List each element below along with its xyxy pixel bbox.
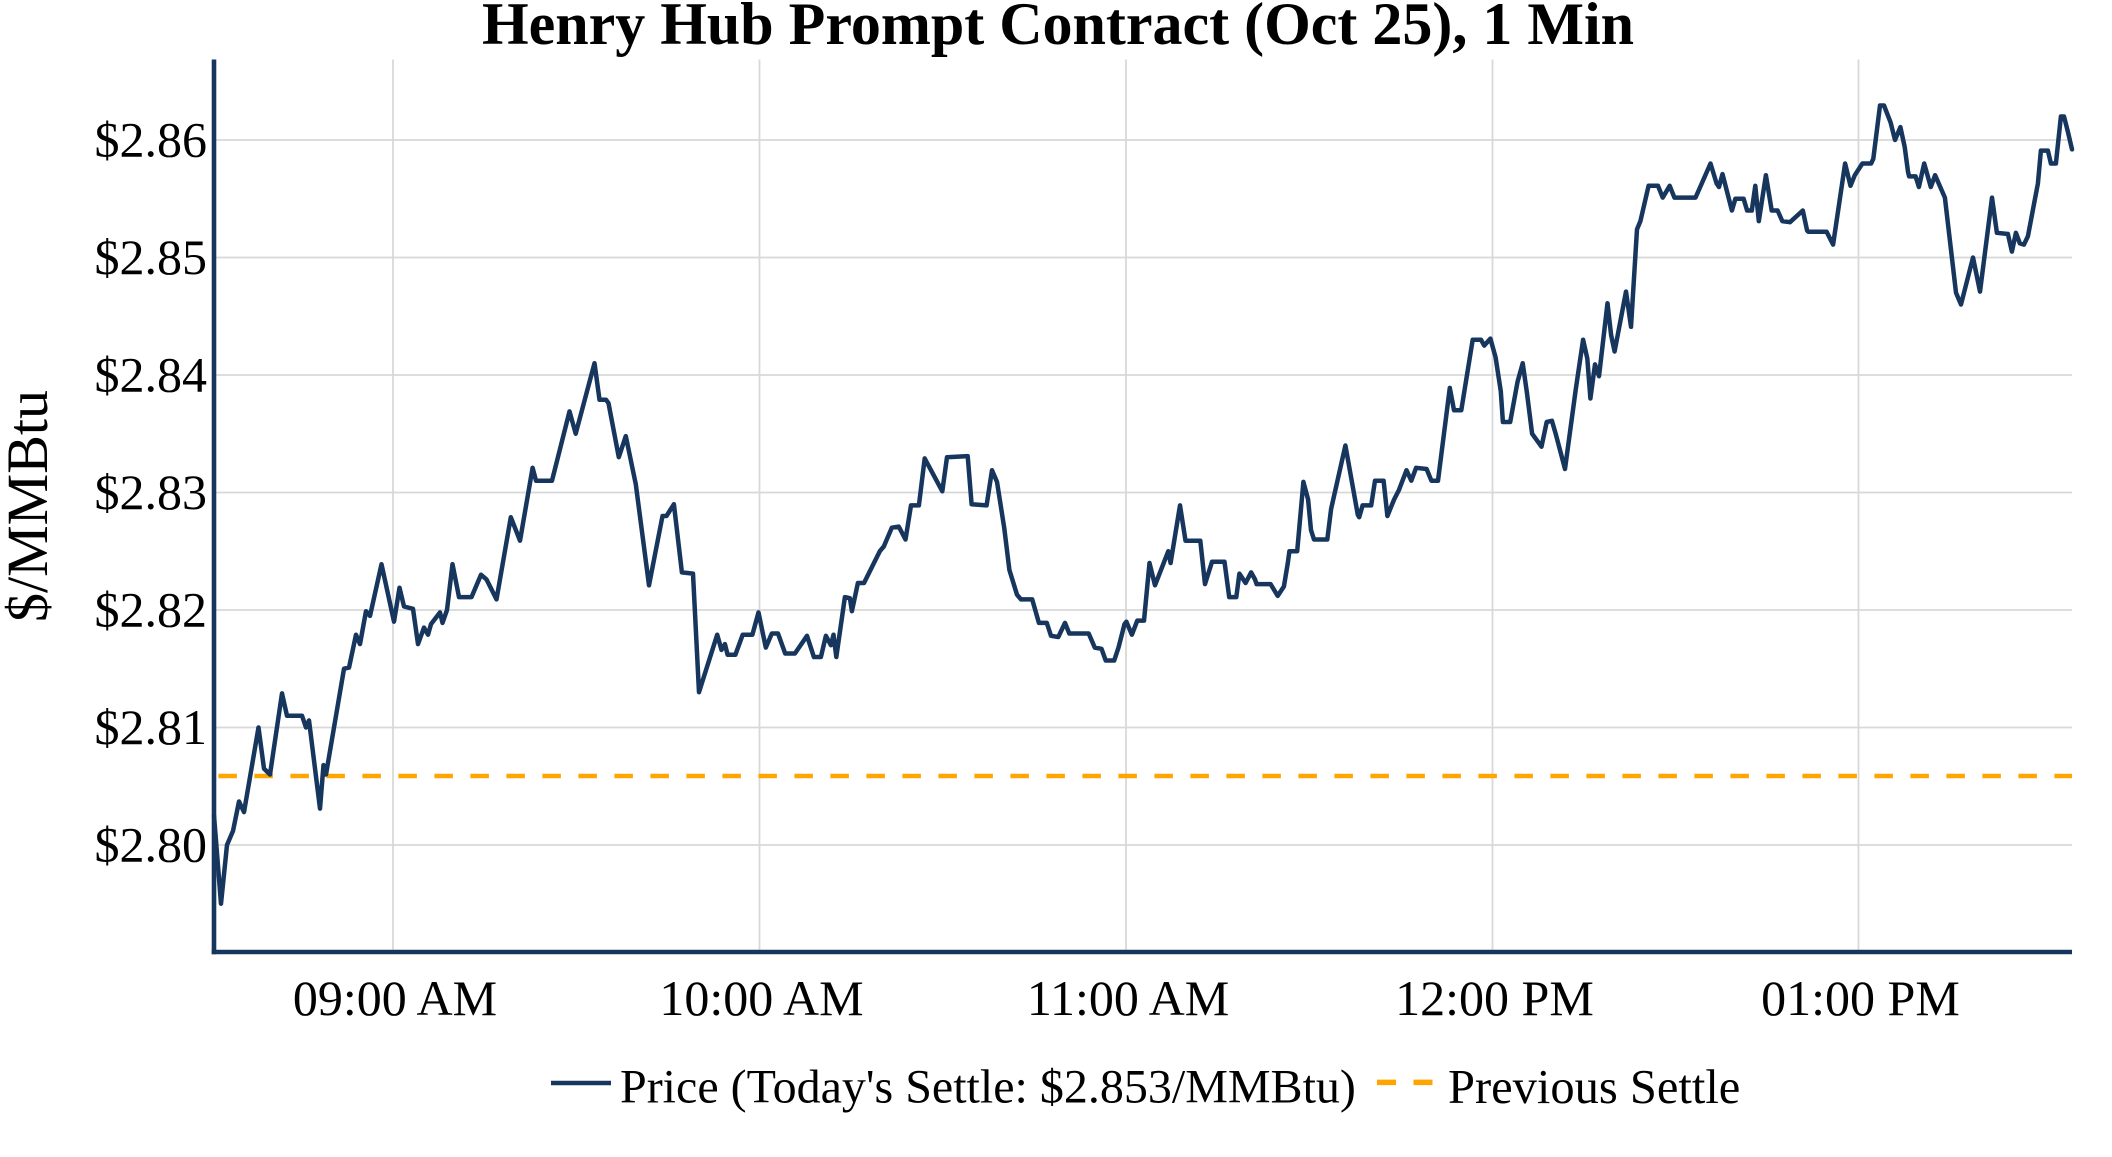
svg-text:$2.81: $2.81 xyxy=(95,699,208,755)
svg-text:Price (Today's Settle: $2.853/: Price (Today's Settle: $2.853/MMBtu) xyxy=(620,1061,1356,1114)
svg-text:$2.84: $2.84 xyxy=(95,347,208,403)
svg-text:$2.85: $2.85 xyxy=(95,229,208,285)
svg-text:$2.86: $2.86 xyxy=(95,112,208,168)
svg-text:Henry Hub Prompt Contract (Oct: Henry Hub Prompt Contract (Oct 25), 1 Mi… xyxy=(482,0,1634,57)
svg-text:09:00 AM: 09:00 AM xyxy=(293,970,497,1026)
svg-text:10:00 AM: 10:00 AM xyxy=(659,970,863,1026)
svg-text:01:00 PM: 01:00 PM xyxy=(1761,970,1960,1026)
svg-text:$2.82: $2.82 xyxy=(95,582,208,638)
svg-text:$2.83: $2.83 xyxy=(95,464,208,520)
svg-text:Previous Settle: Previous Settle xyxy=(1448,1061,1740,1114)
svg-text:11:00 AM: 11:00 AM xyxy=(1027,970,1229,1026)
svg-text:$2.80: $2.80 xyxy=(95,817,208,873)
svg-text:$/MMBtu: $/MMBtu xyxy=(0,390,60,622)
svg-text:12:00 PM: 12:00 PM xyxy=(1395,970,1594,1026)
